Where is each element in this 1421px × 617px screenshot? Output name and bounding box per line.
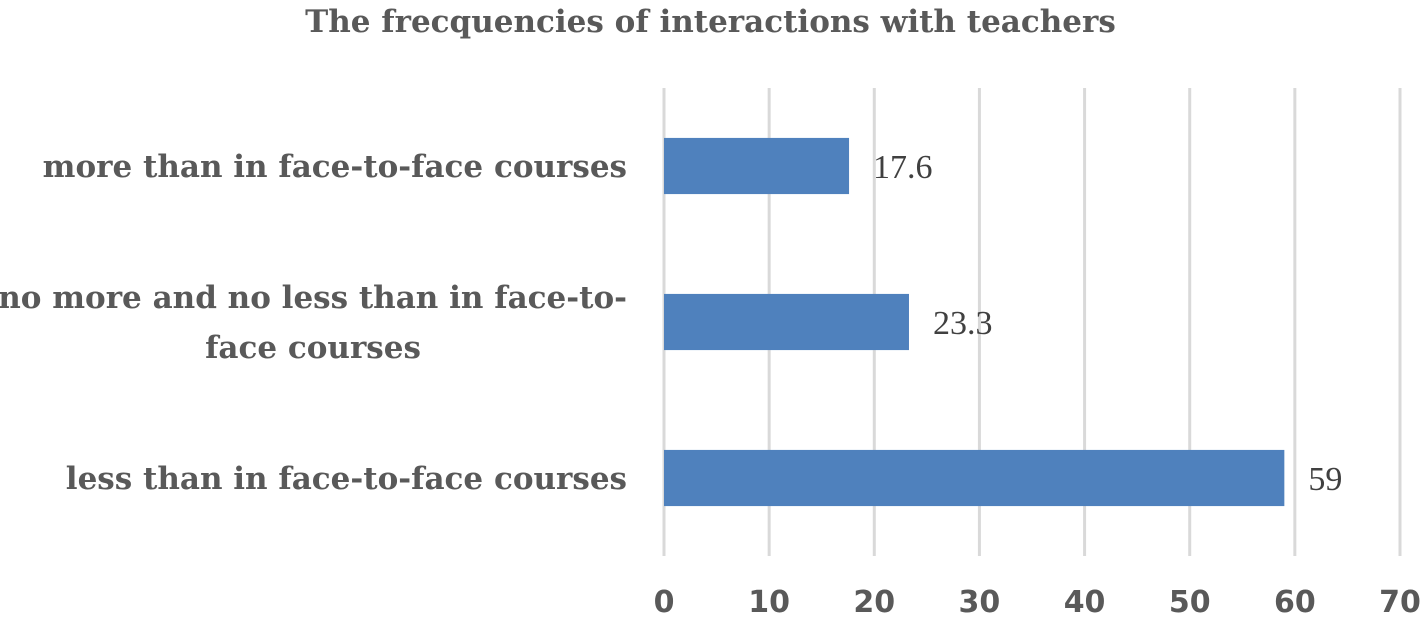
x-tick-label: 70	[1379, 585, 1421, 617]
category-labels: more than in face-to-face courses no more…	[0, 149, 627, 497]
data-labels: 17.6 23.3 59	[873, 149, 1342, 498]
x-tick-label: 40	[1064, 585, 1106, 617]
chart-title: The frecquencies of interactions with te…	[305, 4, 1116, 40]
x-tick-label: 0	[654, 585, 675, 617]
bar	[664, 137, 850, 195]
data-label: 17.6	[873, 149, 933, 186]
x-tick-label: 60	[1274, 585, 1316, 617]
bar	[664, 449, 1285, 507]
x-tick-label: 20	[853, 585, 895, 617]
bar	[664, 293, 909, 351]
data-label: 59	[1308, 461, 1342, 498]
x-tick-label: 10	[748, 585, 790, 617]
category-label: face courses	[205, 330, 421, 366]
x-tick-label: 50	[1169, 585, 1211, 617]
category-label: less than in face-to-face courses	[66, 461, 627, 497]
x-axis-tick-labels: 0 10 20 30 40 50 60 70	[654, 585, 1421, 617]
data-label: 23.3	[933, 305, 993, 342]
bars	[664, 137, 1285, 507]
x-tick-label: 30	[959, 585, 1001, 617]
category-label: no more and no less than in face-to-	[0, 280, 627, 316]
category-label: more than in face-to-face courses	[43, 149, 627, 185]
